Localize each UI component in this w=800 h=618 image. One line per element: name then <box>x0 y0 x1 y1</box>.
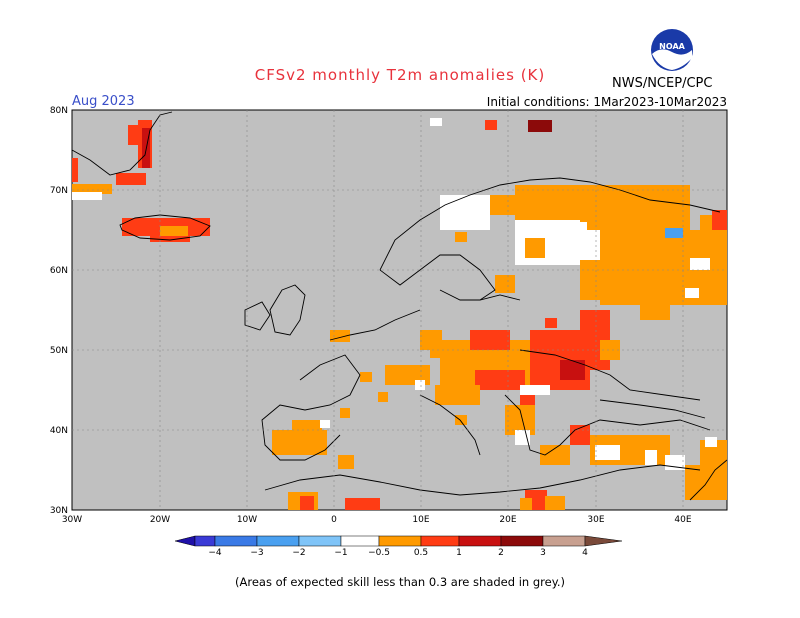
colorbar-label: 0.5 <box>414 548 428 558</box>
colorbar-label: 3 <box>540 548 546 558</box>
lat-label: 40N <box>50 426 68 436</box>
colorbar-swatches <box>174 535 623 547</box>
gridlines <box>72 110 727 510</box>
colorbar-label: −2 <box>292 548 305 558</box>
lon-label: 10E <box>412 515 429 525</box>
colorbar-swatch <box>298 535 342 547</box>
region-eastern-europe <box>430 310 620 395</box>
region-scandinavia <box>440 185 610 293</box>
colorbar-label: −3 <box>250 548 263 558</box>
forecast-month: Aug 2023 <box>72 94 135 109</box>
colorbar-swatch <box>194 535 216 547</box>
colorbar: −4 −3 −2 −1 −0.5 0.5 1 2 3 4 <box>174 535 623 558</box>
lon-label: 40E <box>674 515 691 525</box>
lat-labels: 80N 70N 60N 50N 40N 30N <box>50 106 68 516</box>
lat-label: 60N <box>50 266 68 276</box>
lon-label: 20W <box>150 515 170 525</box>
lat-label: 30N <box>50 506 68 516</box>
colorbar-labels: −4 −3 −2 −1 −0.5 0.5 1 2 3 4 <box>208 548 588 558</box>
colorbar-arrow-high <box>584 535 623 547</box>
colorbar-swatch <box>214 535 258 547</box>
anomaly-map: 80N 70N 60N 50N 40N 30N 30W 20W 10W 0 10… <box>50 106 728 525</box>
colorbar-label: −0.5 <box>368 548 390 558</box>
lat-label: 50N <box>50 346 68 356</box>
coastlines <box>71 111 728 501</box>
lon-label: 0 <box>331 515 337 525</box>
region-svalbard <box>430 118 552 132</box>
noaa-logo-text: NOAA <box>659 42 685 51</box>
colorbar-label: 2 <box>498 548 504 558</box>
skill-footnote: (Areas of expected skill less than 0.3 a… <box>235 575 565 589</box>
lon-labels: 30W 20W 10W 0 10E 20E 30E 40E <box>62 515 692 525</box>
colorbar-swatch <box>542 535 586 547</box>
colorbar-swatch <box>378 535 422 547</box>
region-iberia <box>272 408 354 469</box>
lat-label: 80N <box>50 106 68 116</box>
agency-label: NWS/NCEP/CPC <box>612 76 713 91</box>
colorbar-swatch <box>340 535 380 547</box>
lon-label: 30W <box>62 515 82 525</box>
noaa-logo: NOAA <box>651 29 693 71</box>
lat-label: 70N <box>50 186 68 196</box>
colorbar-label: −4 <box>208 548 222 558</box>
lon-label: 10W <box>237 515 257 525</box>
region-north-africa <box>288 490 565 510</box>
colorbar-swatch <box>458 535 502 547</box>
colorbar-label: 4 <box>582 548 588 558</box>
colorbar-label: 1 <box>456 548 462 558</box>
region-russia <box>575 185 727 320</box>
region-middle-east <box>590 435 727 500</box>
colorbar-swatch <box>500 535 544 547</box>
map-title: CFSv2 monthly T2m anomalies (K) <box>254 66 546 84</box>
colorbar-swatch <box>256 535 300 547</box>
anomaly-regions <box>72 118 727 510</box>
initial-conditions: Initial conditions: 1Mar2023-10Mar2023 <box>486 95 727 109</box>
colorbar-arrow-low <box>174 535 196 547</box>
colorbar-label: −1 <box>334 548 347 558</box>
lon-label: 20E <box>499 515 516 525</box>
region-western-europe <box>330 330 480 405</box>
lon-label: 30E <box>587 515 604 525</box>
colorbar-swatch <box>420 535 460 547</box>
